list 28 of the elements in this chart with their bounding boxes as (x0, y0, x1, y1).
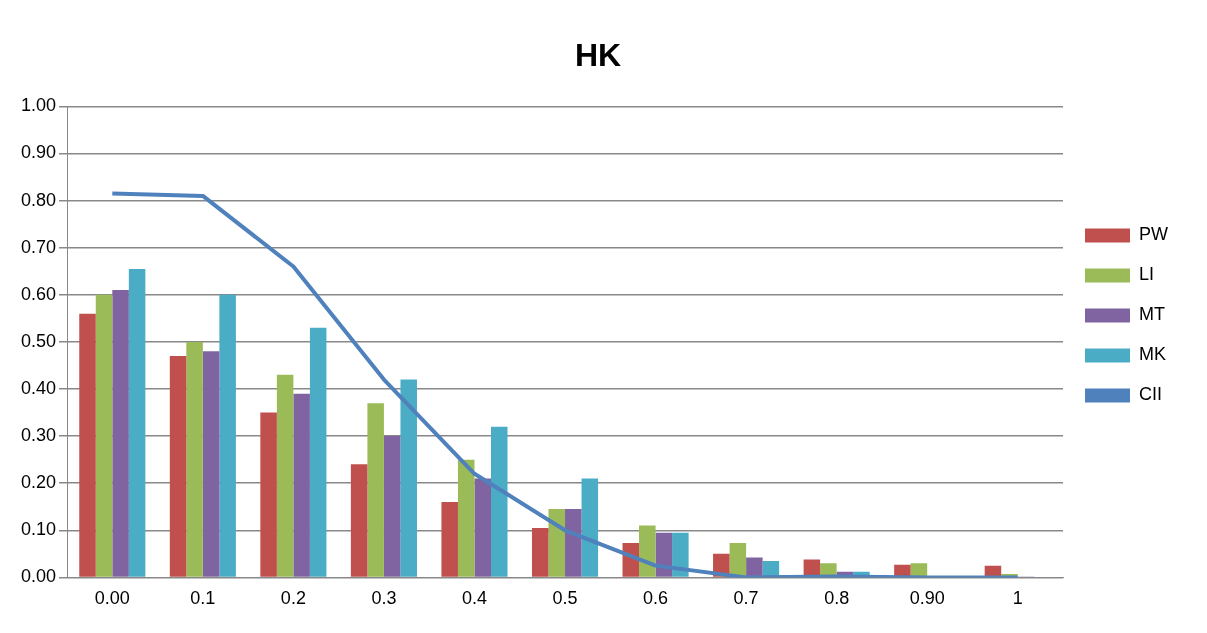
x-tick-label: 0.90 (909, 588, 945, 609)
x-tick-label: 0.6 (643, 588, 669, 609)
legend-label: MT (1139, 304, 1165, 325)
x-tick-label: 0.4 (461, 588, 487, 609)
legend-label: CII (1139, 384, 1163, 405)
legend-label: LI (1139, 264, 1155, 285)
y-tick-label: 0.70 (20, 236, 57, 257)
x-tick-label: 0.8 (824, 588, 850, 609)
legend-label: PW (1139, 224, 1169, 245)
y-tick-label: 0.20 (20, 472, 57, 493)
chart-title: HK (574, 37, 622, 74)
y-tick-label: 0.10 (20, 519, 57, 540)
y-tick-label: 0.50 (20, 330, 57, 351)
legend-label: MK (1139, 344, 1166, 365)
y-tick-label: 0.80 (20, 189, 57, 210)
x-tick-label: 0.1 (190, 588, 216, 609)
x-tick-label: 0.7 (733, 588, 759, 609)
x-tick-label: 0.00 (94, 588, 130, 609)
y-tick-label: 0.00 (20, 566, 57, 587)
y-tick-label: 1.00 (20, 95, 57, 116)
x-tick-label: 0.2 (280, 588, 306, 609)
y-tick-label: 0.90 (20, 142, 57, 163)
y-tick-label: 0.30 (20, 425, 57, 446)
y-tick-label: 0.60 (20, 283, 57, 304)
y-tick-label: 0.40 (20, 377, 57, 398)
x-tick-label: 0.5 (552, 588, 578, 609)
x-tick-label: 0.3 (371, 588, 397, 609)
x-tick-label: 1 (1012, 588, 1023, 609)
